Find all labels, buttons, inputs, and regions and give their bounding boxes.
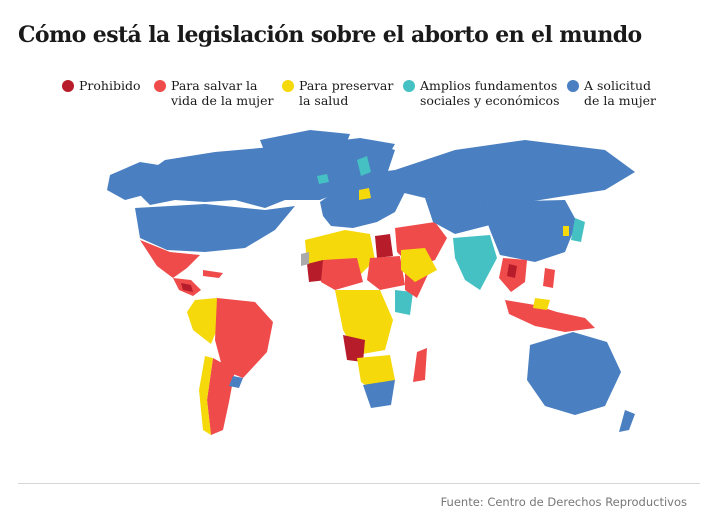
region-sahel xyxy=(321,258,363,290)
legend-swatch xyxy=(403,80,415,92)
region-australia xyxy=(527,332,621,415)
region-andes-north xyxy=(187,298,220,344)
region-japan xyxy=(571,218,585,242)
legend: Prohibido Para salvar la vida de la muje… xyxy=(62,78,702,114)
legend-item-salvar-vida: Para salvar la vida de la mujer xyxy=(154,78,273,108)
chart-title: Cómo está la legislación sobre el aborto… xyxy=(18,22,642,48)
region-arabia xyxy=(401,248,437,282)
region-korea xyxy=(563,226,569,236)
region-greenland xyxy=(260,130,350,180)
legend-swatch xyxy=(567,80,579,92)
region-poland xyxy=(359,188,371,200)
region-india xyxy=(453,235,497,290)
region-western-sahara xyxy=(301,252,309,266)
region-madagascar xyxy=(413,348,427,382)
region-philippines xyxy=(543,268,555,288)
region-caribbean xyxy=(203,270,223,278)
legend-label: Prohibido xyxy=(79,78,141,93)
world-map xyxy=(107,130,635,435)
region-south-africa xyxy=(363,380,395,408)
region-iceland xyxy=(317,174,329,184)
legend-label: Para salvar la vida de la mujer xyxy=(171,78,274,108)
region-chile xyxy=(199,356,213,435)
region-central-asia xyxy=(425,198,490,234)
region-brazil xyxy=(215,298,273,378)
legend-swatch xyxy=(282,80,294,92)
legend-swatch xyxy=(62,80,74,92)
region-sudan xyxy=(367,256,405,290)
region-laos-prohibited xyxy=(507,264,517,278)
region-east-africa xyxy=(395,290,413,315)
region-russia xyxy=(395,140,635,204)
legend-item-preservar-salud: Para preservar la salud xyxy=(282,78,393,108)
footer-divider xyxy=(18,483,700,484)
legend-label: Para preservar la salud xyxy=(299,78,394,108)
region-finland-uk xyxy=(357,156,371,176)
region-usa xyxy=(135,204,295,252)
legend-item-prohibido: Prohibido xyxy=(62,78,141,93)
region-malaysia xyxy=(533,298,550,310)
region-egypt xyxy=(375,234,393,258)
region-angola-prohibited xyxy=(343,335,365,362)
region-indonesia xyxy=(505,300,595,332)
region-alaska xyxy=(107,162,165,200)
region-uruguay xyxy=(229,376,243,388)
region-china xyxy=(480,200,577,262)
region-mexico xyxy=(140,240,200,278)
legend-item-amplios-fundamentos: Amplios fundamentos sociales y económico… xyxy=(403,78,560,108)
legend-label: A solicitud de la mujer xyxy=(584,78,656,108)
legend-swatch xyxy=(154,80,166,92)
region-central-america-prohibited xyxy=(181,283,193,292)
region-argentina xyxy=(207,358,235,435)
source-note: Fuente: Centro de Derechos Reproductivos xyxy=(440,495,687,509)
legend-label: Amplios fundamentos sociales y económico… xyxy=(420,78,560,108)
region-new-zealand xyxy=(619,410,635,432)
legend-item-a-solicitud: A solicitud de la mujer xyxy=(567,78,656,108)
